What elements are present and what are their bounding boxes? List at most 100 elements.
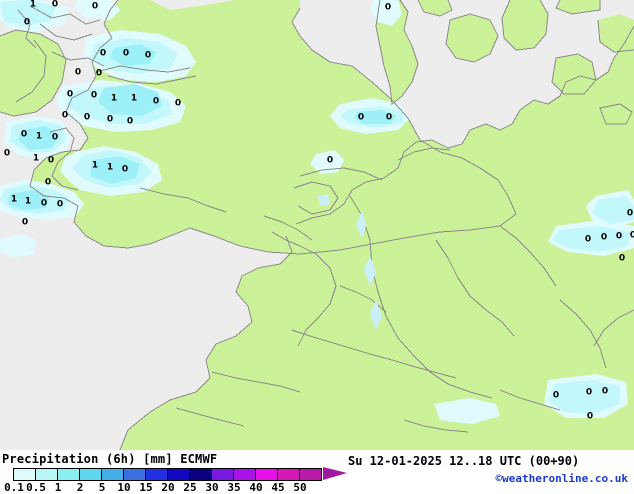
german-border-e bbox=[499, 225, 557, 287]
precip-value-label: 0 bbox=[126, 116, 134, 127]
rhine-river bbox=[349, 195, 493, 399]
nl-delta bbox=[263, 215, 313, 241]
precip-value-label: 0 bbox=[40, 198, 48, 209]
border-east-2 bbox=[593, 309, 634, 347]
continental-europe-land bbox=[120, 26, 634, 450]
baltic-island-land bbox=[600, 104, 632, 124]
precip-value-label: 0 bbox=[174, 98, 182, 109]
precip-value-label: 0 bbox=[357, 112, 365, 123]
denmark-jutland-land bbox=[376, 0, 418, 104]
denmark-north-land bbox=[418, 0, 452, 16]
precip-band-strong bbox=[8, 44, 396, 210]
precip-value-label: 0 bbox=[618, 253, 626, 264]
precip-value-label: 1 bbox=[35, 131, 43, 142]
color-scale-ticks: 0.1 0.5 1 2 5 10 15 20 25 30 35 40 45 50 bbox=[0, 481, 340, 494]
france-internal-1 bbox=[211, 371, 301, 393]
precip-value-label: 0 bbox=[74, 67, 82, 78]
ireland-land bbox=[0, 30, 66, 116]
scale-tick-30: 30 bbox=[205, 481, 219, 494]
scale-swatch-0.5[interactable] bbox=[36, 469, 58, 480]
border-be-de bbox=[339, 285, 387, 313]
scale-swatch-35[interactable] bbox=[234, 469, 256, 480]
scale-tick-50: 50 bbox=[293, 481, 307, 494]
scale-swatch-45[interactable] bbox=[278, 469, 300, 480]
precip-value-label: 0 bbox=[552, 390, 560, 401]
precip-core-wales bbox=[18, 126, 60, 150]
scale-swatch-15[interactable] bbox=[146, 469, 168, 480]
precip-value-label: 0 bbox=[95, 68, 103, 79]
elbe-river bbox=[435, 239, 515, 337]
precip-value-label: 0 bbox=[90, 90, 98, 101]
precip-east-mid2 bbox=[552, 226, 630, 252]
river-1 bbox=[356, 210, 366, 238]
wadden-coast bbox=[299, 167, 383, 181]
precip-value-label: 0 bbox=[600, 232, 608, 243]
scale-swatch-5[interactable] bbox=[102, 469, 124, 480]
precip-value-label: 0 bbox=[56, 199, 64, 210]
legend-title: Precipitation (6h) [mm] ECMWF bbox=[2, 452, 218, 466]
precip-scotland-b bbox=[74, 0, 120, 20]
precip-value-label: 1 bbox=[24, 196, 32, 207]
precip-value-label: 0 bbox=[585, 387, 593, 398]
precip-value-label: 0 bbox=[326, 155, 334, 166]
precip-value-label: 0 bbox=[91, 1, 99, 12]
precip-value-label: 1 bbox=[91, 160, 99, 171]
map-canvas bbox=[0, 0, 634, 450]
german-north-coast bbox=[397, 147, 451, 161]
precip-value-label: 0 bbox=[629, 230, 634, 241]
precip-value-label: 0 bbox=[615, 231, 623, 242]
precip-value-label: 0 bbox=[626, 208, 634, 219]
precip-value-label: 0 bbox=[584, 234, 592, 245]
scale-swatch-2[interactable] bbox=[80, 469, 102, 480]
wales-border bbox=[49, 127, 79, 191]
precip-value-label: 0 bbox=[586, 411, 594, 422]
model-run-info: Su 12-01-2025 12..18 UTC (00+90) bbox=[348, 454, 580, 468]
coastlines-and-borders bbox=[0, 0, 634, 450]
precip-value-label: 0 bbox=[51, 132, 59, 143]
continental-coastline bbox=[295, 25, 634, 225]
precip-core-cornwall bbox=[8, 190, 50, 210]
precip-value-label: 0 bbox=[20, 129, 28, 140]
funen-coastline bbox=[445, 13, 499, 63]
precip-value-label: 0 bbox=[385, 112, 393, 123]
scale-swatch-10[interactable] bbox=[124, 469, 146, 480]
precip-value-label: 0 bbox=[601, 386, 609, 397]
legend-panel: Precipitation (6h) [mm] ECMWF 0.1 0.5 1 2 5 1… bbox=[0, 450, 634, 494]
scale-swatch-40[interactable] bbox=[256, 469, 278, 480]
denmark-island2-land bbox=[552, 54, 596, 94]
precip-value-label: 0 bbox=[384, 2, 392, 13]
precip-northsea-a bbox=[370, 0, 402, 26]
scale-swatch-50[interactable] bbox=[300, 469, 321, 480]
norway-land bbox=[556, 0, 600, 14]
border-detail bbox=[107, 75, 197, 85]
copyright-credit: ©weatheronline.co.uk bbox=[495, 472, 628, 485]
scale-tick-45: 45 bbox=[271, 481, 285, 494]
precip-core-midlands bbox=[90, 156, 140, 184]
scale-swatch-0.1[interactable] bbox=[14, 469, 36, 480]
thames-line bbox=[139, 187, 227, 213]
precip-core-nwengland bbox=[98, 84, 162, 116]
precip-nwscot-mid bbox=[0, 0, 56, 26]
sweden-coastline bbox=[597, 19, 634, 53]
alps-border bbox=[499, 389, 561, 411]
precip-value-label: 0 bbox=[152, 96, 160, 107]
france-germany-border bbox=[291, 329, 457, 379]
border-de-pl bbox=[559, 299, 607, 369]
gb-coastline bbox=[29, 0, 517, 255]
precip-value-label: 0 bbox=[44, 177, 52, 188]
scale-swatch-20[interactable] bbox=[168, 469, 190, 480]
precip-value-label: 0 bbox=[23, 17, 31, 28]
jutland-coastline bbox=[375, 0, 419, 105]
baltic-island-coastline bbox=[599, 103, 633, 125]
scale-swatch-30[interactable] bbox=[212, 469, 234, 480]
precip-value-label: 1 bbox=[106, 162, 114, 173]
color-scale-bar[interactable] bbox=[13, 468, 322, 481]
denmark-zealand-land bbox=[502, 0, 548, 50]
scale-swatch-25[interactable] bbox=[190, 469, 212, 480]
scale-tick-25: 25 bbox=[183, 481, 197, 494]
scale-swatch-1[interactable] bbox=[58, 469, 80, 480]
scale-overflow-arrow-icon bbox=[323, 467, 347, 480]
precip-value-label: 0 bbox=[66, 89, 74, 100]
